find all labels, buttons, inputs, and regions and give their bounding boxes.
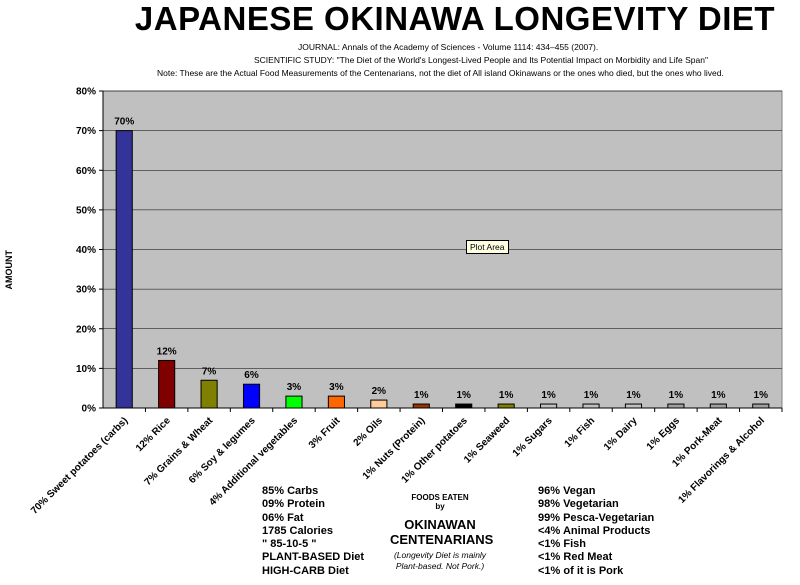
data-label: 1% — [499, 390, 514, 401]
y-tick-label: 20% — [76, 324, 96, 335]
data-label: 6% — [244, 370, 259, 381]
centenarians-label: CENTENARIANS — [390, 532, 494, 547]
bar — [582, 403, 600, 409]
summary-right-line: 96% Vegan — [538, 485, 596, 497]
x-tick-label: 1% Flavorings & Alcohol — [676, 415, 767, 506]
data-label: 70% — [114, 117, 134, 128]
summary-left-line: 06% Fat — [262, 511, 304, 524]
bar — [242, 383, 261, 409]
summary-right: 96% Vegan 98% Vegetarian 99% Pesca-Veget… — [538, 485, 654, 578]
data-label: 1% — [456, 390, 471, 401]
foods-eaten-heading: FOODS EATEN — [411, 493, 469, 502]
summary-right-line: <1% Red Meat — [538, 551, 613, 564]
okinawan-label: OKINAWAN — [404, 517, 476, 532]
data-label: 1% — [711, 390, 726, 401]
bar — [115, 130, 133, 409]
data-label: 12% — [157, 346, 177, 357]
x-tick-label: 70% Sweet potatoes (carbs) — [29, 415, 130, 516]
x-tick-label: 3% Fruit — [307, 415, 343, 451]
chart-title: JAPANESE OKINAWA LONGEVITY DIET — [134, 0, 776, 37]
data-label: 1% — [754, 390, 769, 401]
bar — [624, 403, 643, 409]
summary-right-line: <1% Fish — [538, 538, 586, 551]
x-tick-label: 1% Eggs — [645, 415, 683, 453]
bar — [370, 399, 388, 409]
bar — [752, 403, 770, 409]
summary-left-line: PLANT-BASED Diet — [262, 551, 365, 564]
data-label: 1% — [669, 390, 684, 401]
longevity-note-2: Plant-based. Not Pork.) — [395, 561, 485, 571]
bar — [540, 403, 558, 409]
plot-area-tooltip: Plot Area — [466, 240, 509, 254]
data-label: 1% — [414, 390, 429, 401]
bar — [497, 403, 515, 409]
y-tick-label: 30% — [76, 285, 96, 296]
summary-right-line: <4% Animal Products — [538, 524, 651, 537]
subtitle-journal: JOURNAL: Annals of the Academy of Scienc… — [298, 42, 599, 52]
y-tick-label: 50% — [76, 205, 96, 216]
y-tick-label: 70% — [76, 126, 96, 137]
bar — [455, 403, 473, 409]
subtitle-study: SCIENTIFIC STUDY: "The Diet of the World… — [254, 55, 708, 65]
summary-left-line: " 85-10-5 " — [262, 538, 317, 551]
summary-left-line: 09% Protein — [262, 498, 325, 511]
bar — [285, 395, 303, 409]
y-axis-label: AMOUNT — [4, 250, 14, 290]
foods-eaten-box: FOODS EATEN by OKINAWAN CENTENARIANS (Lo… — [390, 493, 494, 572]
data-label: 3% — [329, 382, 344, 393]
summary-right-line: 99% Pesca-Vegetarian — [538, 511, 655, 524]
y-tick-label: 10% — [76, 364, 96, 375]
x-tick-label: 1% Dairy — [602, 415, 640, 453]
summary-left-line: 85% Carbs — [262, 485, 319, 497]
foods-eaten-by: by — [435, 502, 445, 511]
data-label: 1% — [584, 390, 599, 401]
bar — [200, 379, 218, 409]
subtitle-note: Note: These are the Actual Food Measurem… — [157, 68, 724, 78]
summary-left-line: 1785 Calories — [262, 524, 333, 537]
y-tick-label: 40% — [76, 245, 96, 256]
data-label: 2% — [372, 386, 387, 397]
x-tick-label: 1% Fish — [563, 415, 598, 450]
data-label: 1% — [541, 390, 556, 401]
bar — [158, 359, 176, 409]
x-tick-label: 12% Rice — [134, 415, 173, 454]
summary-left: 85% Carbs 09% Protein 06% Fat 1785 Calor… — [262, 485, 364, 578]
bar — [667, 403, 685, 409]
longevity-note-1: (Longevity Diet is mainly — [393, 550, 487, 560]
bar — [709, 403, 727, 409]
bar — [327, 395, 345, 409]
data-label: 1% — [626, 390, 641, 401]
data-label: 3% — [287, 382, 302, 393]
bar — [412, 403, 430, 409]
y-tick-label: 0% — [82, 404, 97, 415]
data-label: 7% — [202, 366, 217, 377]
x-tick-label: 2% Oils — [352, 415, 386, 449]
summary-right-line: <1% of it is Pork — [538, 564, 624, 577]
y-tick-label: 60% — [76, 166, 96, 177]
summary-left-line: HIGH-CARB Diet — [262, 564, 349, 577]
y-tick-label: 80% — [76, 87, 96, 98]
summary-right-line: 98% Vegetarian — [538, 498, 619, 511]
x-tick-label: 1% Sugars — [511, 415, 555, 459]
